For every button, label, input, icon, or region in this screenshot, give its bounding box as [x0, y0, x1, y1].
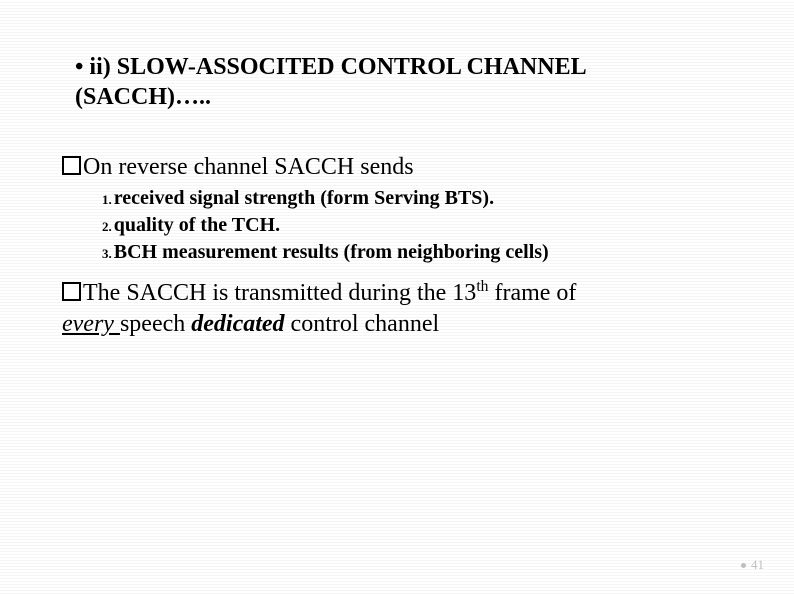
list-item: 1. received signal strength (form Servin… [102, 185, 734, 212]
para2-tail: control channel [285, 311, 440, 337]
numbered-list: 1. received signal strength (form Servin… [102, 185, 734, 266]
item-text: BCH measurement results (from neighborin… [114, 239, 549, 266]
slide-title: • ii) SLOW-ASSOCITED CONTROL CHANNEL (SA… [75, 52, 734, 112]
para2-bold: dedicated [191, 311, 284, 337]
title-line-1: • ii) SLOW-ASSOCITED CONTROL CHANNEL [75, 54, 587, 80]
square-bullet-icon [62, 156, 81, 175]
page-number: 41 [751, 557, 764, 573]
item-number: 3. [102, 239, 114, 266]
para2-mid: frame of [488, 280, 576, 306]
bullet-1: On reverse channel SACCH sends [62, 152, 734, 183]
bullet-2: The SACCH is transmitted during the 13th… [62, 278, 734, 340]
item-text: received signal strength (form Serving B… [114, 185, 494, 212]
list-item: 3. BCH measurement results (from neighbo… [102, 239, 734, 266]
para2-speech: speech [120, 311, 191, 337]
para2-pre: The SACCH is transmitted during the 13 [83, 280, 476, 306]
lead-in-text: On reverse channel SACCH sends [83, 154, 414, 180]
para2-every: every [62, 311, 120, 337]
slide: • ii) SLOW-ASSOCITED CONTROL CHANNEL (SA… [0, 0, 794, 595]
item-text: quality of the TCH. [114, 212, 280, 239]
item-number: 2. [102, 212, 114, 239]
square-bullet-icon [62, 282, 81, 301]
page-dot-icon [741, 563, 746, 568]
title-line-2: (SACCH)….. [75, 84, 211, 110]
para2-sup: th [476, 278, 488, 295]
slide-body: On reverse channel SACCH sends 1. receiv… [62, 152, 734, 341]
list-item: 2. quality of the TCH. [102, 212, 734, 239]
item-number: 1. [102, 185, 114, 212]
